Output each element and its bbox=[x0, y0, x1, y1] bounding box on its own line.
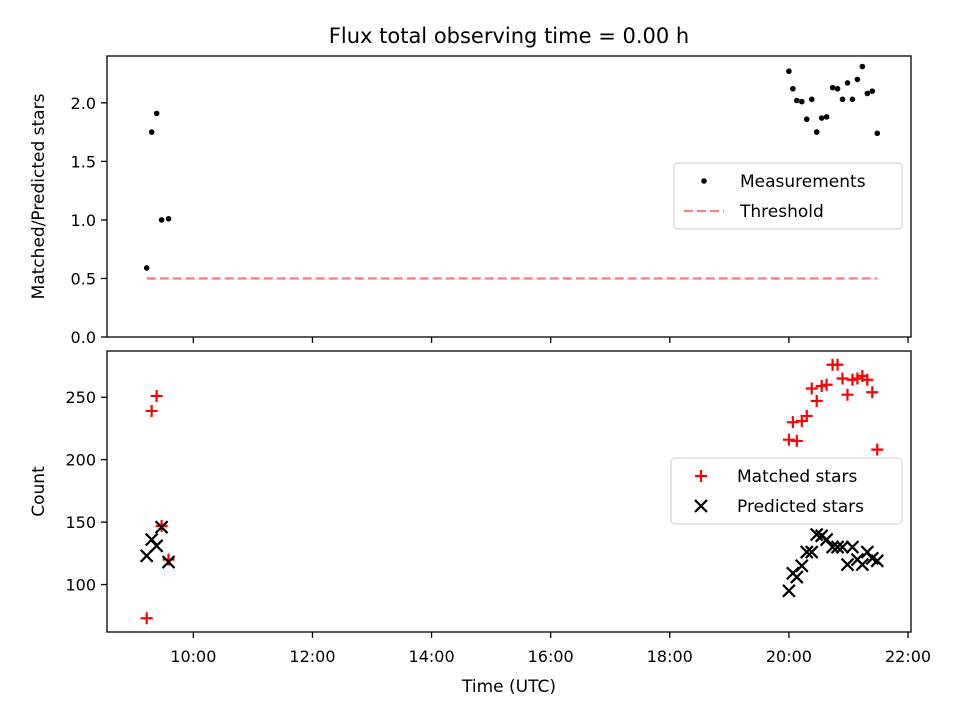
legend-label: Predicted stars bbox=[737, 497, 864, 517]
measurements-point bbox=[844, 80, 851, 86]
matched-stars-point bbox=[861, 373, 874, 386]
legend: Matched stars Predicted stars bbox=[670, 457, 903, 525]
measurements-point bbox=[153, 110, 160, 117]
predicted-stars-point bbox=[790, 570, 804, 584]
legend-entry: Predicted stars bbox=[694, 497, 864, 517]
measurements-point bbox=[823, 114, 830, 120]
matched-stars-point bbox=[790, 434, 803, 447]
matched-stars-point bbox=[810, 394, 823, 407]
matched-stars-point bbox=[831, 358, 844, 371]
measurements-point bbox=[803, 116, 810, 123]
predicted-stars-point bbox=[800, 545, 814, 559]
matched-stars-point bbox=[140, 612, 153, 625]
predicted-stars-point bbox=[855, 557, 870, 572]
matched-stars-point bbox=[782, 433, 795, 446]
legend-label: Measurements bbox=[740, 172, 866, 192]
measurements-point bbox=[859, 63, 866, 70]
x-tick-label: 18:00 bbox=[647, 647, 693, 666]
y-tick-label: 250 bbox=[65, 388, 96, 407]
matched-stars-point bbox=[145, 404, 158, 417]
matched-stars-point bbox=[866, 386, 879, 399]
matched-stars-point bbox=[800, 409, 813, 422]
measurements-point bbox=[854, 76, 861, 83]
measurements-point bbox=[143, 265, 150, 271]
measurements-point bbox=[165, 215, 172, 222]
matched-stars-point bbox=[786, 416, 799, 429]
matched-stars-point bbox=[805, 382, 818, 395]
matched-stars-point bbox=[836, 372, 849, 385]
measurements-point bbox=[864, 90, 871, 97]
legend: Measurements Threshold bbox=[673, 162, 903, 230]
legend-swatch bbox=[694, 499, 708, 513]
legend-entry: Measurements bbox=[701, 172, 866, 192]
x-tick-label: 20:00 bbox=[766, 647, 812, 666]
legend-entry: Matched stars bbox=[695, 467, 857, 487]
legend-box bbox=[670, 457, 903, 525]
measurements-point bbox=[790, 85, 796, 92]
y-tick-label: 200 bbox=[65, 451, 96, 470]
matched-stars-point bbox=[150, 389, 163, 402]
legend-label: Threshold bbox=[739, 202, 824, 222]
y-tick-label: 150 bbox=[65, 513, 96, 532]
measurements-point bbox=[869, 88, 876, 94]
predicted-stars-point bbox=[809, 527, 824, 542]
predicted-stars-point bbox=[840, 557, 855, 572]
x-tick-label: 16:00 bbox=[528, 647, 574, 666]
matched-stars-point bbox=[871, 443, 884, 456]
measurements-point bbox=[874, 130, 881, 137]
measurements-point bbox=[829, 84, 836, 91]
legend-label: Matched stars bbox=[737, 467, 857, 487]
predicted-stars-point bbox=[870, 554, 885, 568]
measurements-point bbox=[818, 115, 825, 121]
measurements-point bbox=[834, 85, 841, 92]
predicted-stars-point bbox=[804, 545, 819, 559]
measurements-point bbox=[849, 96, 856, 103]
count-panel: 100 150 200 250 10:00 12:00 14:00 16:00 18:00 20:… bbox=[29, 350, 931, 666]
predicted-stars-point bbox=[845, 540, 860, 554]
predicted-stars-point bbox=[782, 584, 796, 598]
x-axis-label: Time (UTC) bbox=[461, 677, 556, 697]
measurements-point bbox=[158, 217, 165, 223]
measurements-point bbox=[839, 96, 846, 103]
y-tick-label: 0.0 bbox=[71, 328, 96, 347]
x-tick-label: 12:00 bbox=[289, 647, 335, 666]
chart-title: Flux total observing time = 0.00 h bbox=[329, 24, 689, 48]
predicted-stars-point bbox=[825, 540, 840, 554]
ratio-panel: 0.0 0.5 1.0 1.5 2.0 Matched/Predicted stars Me… bbox=[29, 55, 912, 347]
predicted-stars-point bbox=[154, 520, 169, 534]
predicted-stars-point bbox=[161, 555, 176, 569]
y-tick-label: 1.5 bbox=[71, 152, 96, 171]
y-tick-label: 1.0 bbox=[71, 211, 96, 230]
matched-stars-point bbox=[841, 388, 854, 401]
y-tick-label: 100 bbox=[65, 576, 96, 595]
legend-entry: Threshold bbox=[684, 202, 824, 222]
y-axis-label: Count bbox=[29, 466, 49, 517]
predicted-stars-point bbox=[830, 540, 845, 554]
y-tick-label: 0.5 bbox=[71, 269, 96, 288]
x-tick-label: 10:00 bbox=[170, 647, 216, 666]
legend-swatch bbox=[701, 178, 707, 184]
measurements-point bbox=[813, 129, 820, 135]
axes-frame bbox=[106, 350, 912, 633]
measurements-point bbox=[808, 96, 815, 103]
predicted-stars-point bbox=[835, 540, 850, 554]
axes-frame bbox=[106, 55, 912, 338]
legend-swatch bbox=[695, 470, 707, 482]
measurements-point bbox=[799, 98, 805, 105]
measurements-point bbox=[148, 129, 155, 135]
x-tick-label: 14:00 bbox=[409, 647, 455, 666]
matched-stars-point bbox=[820, 378, 833, 391]
predicted-stars-point bbox=[795, 559, 809, 573]
x-tick-label: 22:00 bbox=[885, 647, 931, 666]
predicted-stars-point bbox=[149, 539, 164, 553]
y-tick-label: 2.0 bbox=[71, 94, 96, 113]
measurements-point bbox=[786, 68, 792, 75]
y-axis-label: Matched/Predicted stars bbox=[29, 93, 49, 299]
measurements-point bbox=[794, 97, 800, 104]
legend-box bbox=[673, 162, 903, 230]
